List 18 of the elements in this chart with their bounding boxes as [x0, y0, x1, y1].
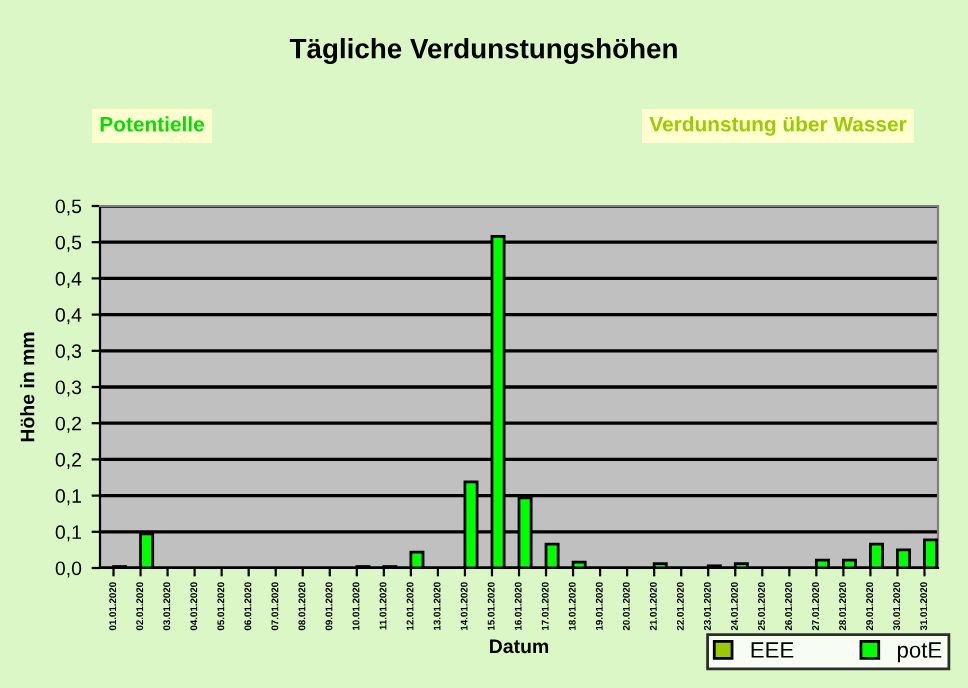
text: Potentielle: [100, 116, 204, 132]
y-tick-label: 0,2: [55, 452, 81, 469]
y-tick-label: 0,4: [55, 308, 82, 325]
y-tick-label: 0,1: [55, 489, 81, 506]
y-tick-label: 0,2: [55, 416, 81, 433]
y-tick-label: 0,5: [55, 235, 82, 252]
chart-title: Tägliche Verdunstungshöhen: [289, 38, 677, 65]
legend-label: potE: [897, 642, 942, 663]
y-tick-label: 0,3: [55, 380, 82, 397]
x-axis-title: Datum: [490, 639, 549, 654]
y-tick-label: 0,0: [55, 561, 82, 578]
y-tick-label: 0,4: [55, 271, 82, 288]
y-tick-label: 0,3: [55, 344, 82, 361]
y-tick-label: 0,5: [55, 199, 82, 216]
y-axis-title: Höhe in mm: [20, 332, 35, 442]
legend-label: EEE: [751, 642, 794, 658]
text: Verdunstung über Wasser: [649, 116, 907, 136]
y-tick-label: 0,1: [55, 525, 81, 542]
